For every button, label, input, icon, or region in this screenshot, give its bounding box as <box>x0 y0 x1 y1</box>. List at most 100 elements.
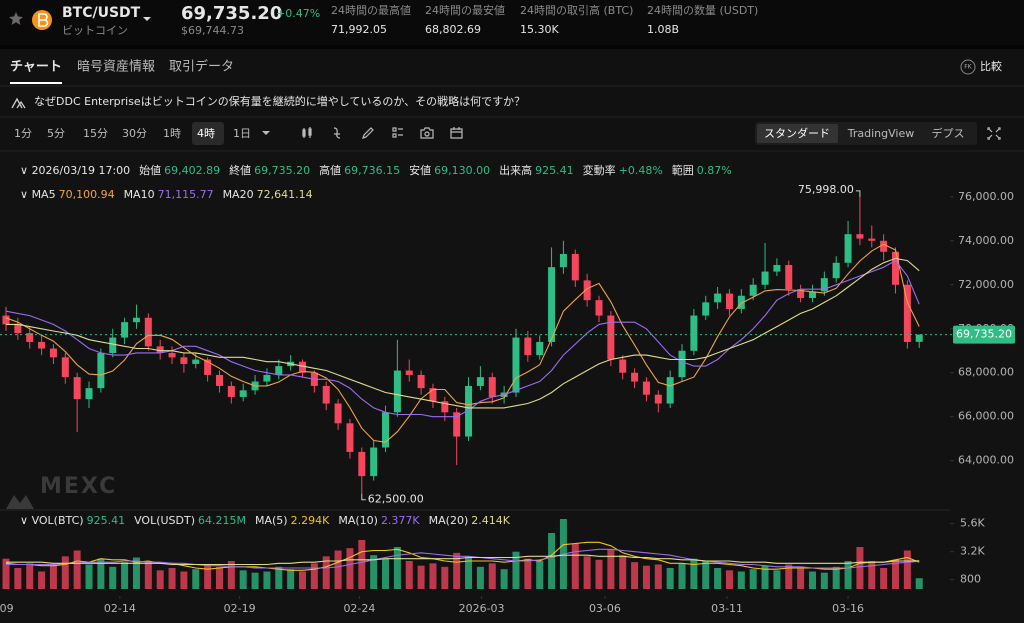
compare[interactable]: 比較 <box>980 59 1002 73</box>
ma-name: MA(10) <box>338 514 378 527</box>
news-icon <box>11 97 26 109</box>
candle-body <box>38 341 46 349</box>
fullscreen[interactable] <box>987 127 1001 140</box>
volume-bar <box>666 568 674 589</box>
candle-body <box>180 357 188 364</box>
volume-bar <box>299 571 306 589</box>
legend-value: 69,736.15 <box>344 164 400 177</box>
y-tick-label: 64,000.00 <box>958 454 1014 467</box>
interval[interactable]: 4時 <box>197 127 215 140</box>
candle-body <box>856 234 864 239</box>
volume-bar <box>405 561 413 589</box>
view[interactable]: TradingView <box>847 127 914 140</box>
snapshot-tool[interactable] <box>420 127 434 139</box>
news[interactable]: なぜDDC Enterpriseはビットコインの保有量を継続的に増やしているのか… <box>34 94 525 108</box>
interval[interactable]: 1分 <box>14 127 32 140</box>
candle-body <box>773 264 781 272</box>
stat-label: 24時間の最安値 <box>425 3 505 17</box>
interval[interactable]: 15分 <box>83 127 108 140</box>
candle-body <box>690 315 698 351</box>
collapse-icon: ∨ <box>20 188 32 201</box>
volume-bar <box>215 566 223 589</box>
x-tick-label: 02-09 <box>0 602 14 615</box>
y-tick-label: 72,000.00 <box>958 278 1014 291</box>
interval[interactable]: 1日 <box>233 127 251 140</box>
legend-label: 始値 <box>139 163 161 177</box>
candle-body <box>820 278 828 292</box>
compare-icon[interactable] <box>960 59 976 75</box>
candle-body <box>488 377 496 397</box>
vol-value: 925.41 <box>87 514 126 527</box>
candle-body <box>192 359 200 364</box>
volume-bar <box>749 569 757 589</box>
candle-body <box>358 451 366 477</box>
volume-bar <box>654 564 662 589</box>
view[interactable]: スタンダード <box>764 126 830 140</box>
candle-body <box>61 357 69 378</box>
candle-body <box>595 300 603 316</box>
tab[interactable]: 取引データ <box>169 59 234 75</box>
favorite-star[interactable] <box>9 12 23 25</box>
candle-body <box>714 293 722 303</box>
candle-body <box>204 359 212 375</box>
candle-body <box>785 264 793 290</box>
legend-label: 出来高 <box>499 163 532 177</box>
candle-body <box>441 401 449 413</box>
tab[interactable]: 暗号資産情報 <box>77 59 155 75</box>
legend-value: 925.41 <box>535 164 574 177</box>
view[interactable]: デプス <box>932 126 965 140</box>
tabs: チャート 暗号資産情報 取引データ <box>10 59 234 75</box>
candle-tool[interactable] <box>302 127 312 138</box>
volume-bar <box>358 540 366 589</box>
stat-value: 68,802.69 <box>425 23 481 36</box>
volume-bar <box>132 557 140 589</box>
draw-tool[interactable] <box>362 127 374 139</box>
plot: 64,000.0066,000.0068,000.0070,000.0072,0… <box>0 183 1015 615</box>
interval[interactable]: 1時 <box>163 127 181 140</box>
ma-line <box>6 554 920 566</box>
interval-caret[interactable] <box>262 131 270 135</box>
candle-body <box>14 324 22 334</box>
interval[interactable]: 30分 <box>122 127 147 140</box>
volume-bar <box>880 568 888 589</box>
ma-line <box>6 548 920 569</box>
volume-bar <box>346 548 354 589</box>
y-tick-label: 3.2K <box>960 545 985 558</box>
legend-label: 変動率 <box>583 163 616 177</box>
volume-bar <box>239 570 247 589</box>
volume-bar <box>607 549 615 589</box>
candle-body <box>26 333 34 342</box>
volume-bar <box>536 561 544 589</box>
volume-bar <box>275 566 283 589</box>
volume-bar <box>488 563 496 589</box>
indicator-tool[interactable] <box>333 127 341 139</box>
candle-body <box>227 385 235 397</box>
volume-bar <box>192 569 200 589</box>
x-tick-label: 2026-03 <box>459 602 505 615</box>
y-tick-label: 74,000.00 <box>958 234 1014 247</box>
layout-tool[interactable] <box>392 127 403 138</box>
stat-value: 71,992.05 <box>331 23 387 36</box>
candle-body <box>868 238 876 241</box>
ma-line <box>5 259 920 418</box>
volume-bar <box>453 552 461 589</box>
legend-value: 0.87% <box>697 164 732 177</box>
volume-bar <box>370 555 378 589</box>
x-tick-label: 02-14 <box>104 602 136 615</box>
ma-name: MA(20) <box>429 514 469 527</box>
volume-bar <box>892 559 899 589</box>
candle-body <box>631 372 639 382</box>
volume-bar <box>773 570 781 589</box>
calendar-tool[interactable] <box>450 127 463 139</box>
symbol-caret[interactable] <box>143 17 151 21</box>
x-tick-label: 03-06 <box>589 602 621 615</box>
candle-body <box>239 390 247 397</box>
symbol[interactable]: BTC/USDT <box>62 5 141 21</box>
vol-usdt-value: 64.215M <box>198 514 246 527</box>
interval[interactable]: 5分 <box>47 127 65 140</box>
volume-bar <box>548 533 556 589</box>
stat-label: 24時間の最高値 <box>331 3 411 17</box>
legend-value: 69,735.20 <box>254 164 310 177</box>
tab[interactable]: チャート <box>10 60 62 75</box>
